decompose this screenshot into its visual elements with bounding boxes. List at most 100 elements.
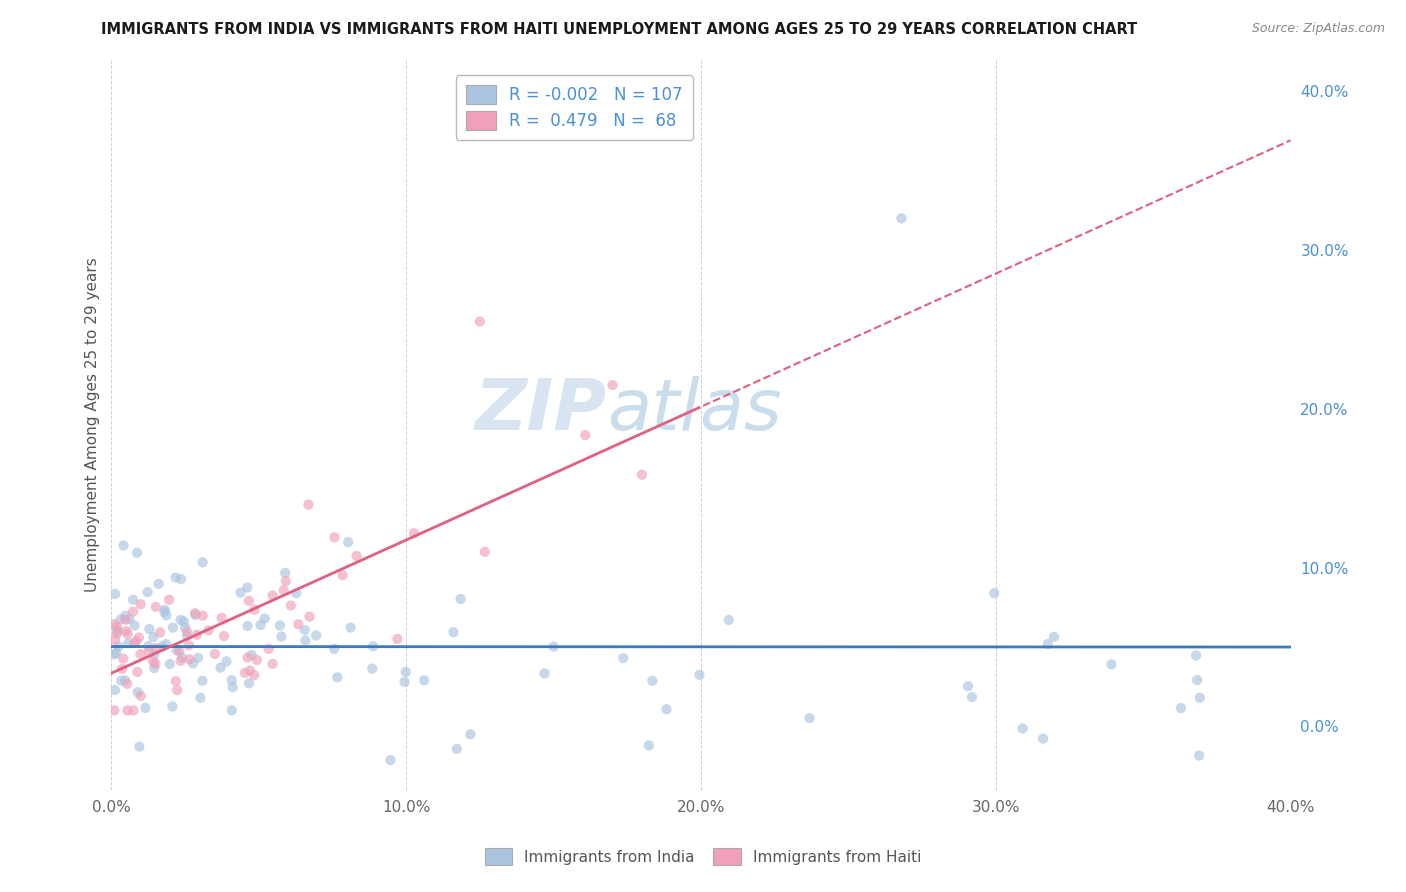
Point xyxy=(173,615,195,629)
Point xyxy=(125,634,148,648)
Point xyxy=(117,636,139,650)
Point xyxy=(172,650,194,665)
Point xyxy=(107,640,129,654)
Point xyxy=(1185,673,1208,687)
Point xyxy=(110,673,132,688)
Point xyxy=(1101,657,1123,672)
Point xyxy=(169,613,191,627)
Point xyxy=(142,630,165,644)
Point xyxy=(145,641,167,656)
Point xyxy=(136,585,159,599)
Point xyxy=(170,572,193,586)
Point xyxy=(236,581,259,595)
Point xyxy=(239,664,262,678)
Point xyxy=(274,574,297,588)
Point xyxy=(637,739,659,753)
Point xyxy=(332,568,354,582)
Point xyxy=(280,599,302,613)
Point xyxy=(1036,637,1059,651)
Point xyxy=(190,690,212,705)
Point xyxy=(215,654,238,668)
Text: Source: ZipAtlas.com: Source: ZipAtlas.com xyxy=(1251,22,1385,36)
Point xyxy=(114,613,136,627)
Point xyxy=(387,632,409,646)
Point xyxy=(152,640,174,654)
Point xyxy=(233,665,256,680)
Point xyxy=(112,538,135,552)
Point xyxy=(612,651,634,665)
Point xyxy=(124,636,146,650)
Point xyxy=(162,699,184,714)
Point xyxy=(298,609,321,624)
Point xyxy=(262,657,284,671)
Point xyxy=(1043,630,1066,644)
Point xyxy=(145,599,167,614)
Point xyxy=(128,631,150,645)
Point xyxy=(105,646,128,660)
Point xyxy=(136,639,159,653)
Point xyxy=(688,668,710,682)
Point xyxy=(285,586,308,600)
Point xyxy=(269,618,291,632)
Point xyxy=(212,629,235,643)
Point xyxy=(236,650,259,665)
Point xyxy=(655,702,678,716)
Point xyxy=(274,566,297,580)
Point xyxy=(305,628,328,642)
Point xyxy=(103,617,125,632)
Point xyxy=(165,571,187,585)
Point xyxy=(394,675,416,690)
Point xyxy=(323,641,346,656)
Point xyxy=(236,619,259,633)
Point xyxy=(176,624,198,639)
Point xyxy=(155,608,177,623)
Point xyxy=(294,623,316,637)
Point xyxy=(138,644,160,658)
Point xyxy=(631,467,654,482)
Point xyxy=(115,677,138,691)
Point xyxy=(404,526,426,541)
Point xyxy=(165,674,187,689)
Point xyxy=(574,428,596,442)
Point xyxy=(129,597,152,611)
Point xyxy=(246,653,269,667)
Point xyxy=(143,661,166,675)
Point xyxy=(111,662,134,676)
Y-axis label: Unemployment Among Ages 25 to 29 years: Unemployment Among Ages 25 to 29 years xyxy=(86,258,100,592)
Point xyxy=(197,624,219,638)
Point xyxy=(104,587,127,601)
Point xyxy=(533,666,555,681)
Point xyxy=(240,648,263,662)
Point xyxy=(105,624,128,639)
Point xyxy=(450,592,472,607)
Point xyxy=(127,685,149,699)
Point xyxy=(983,586,1005,600)
Point xyxy=(149,625,172,640)
Point xyxy=(122,703,145,717)
Point xyxy=(253,611,276,625)
Point xyxy=(166,683,188,698)
Point xyxy=(159,657,181,672)
Point xyxy=(1185,648,1208,663)
Point xyxy=(105,620,128,634)
Point xyxy=(221,673,243,688)
Point xyxy=(890,211,912,226)
Point xyxy=(148,576,170,591)
Point xyxy=(209,660,232,674)
Point xyxy=(543,640,565,654)
Point xyxy=(1188,690,1211,705)
Point xyxy=(138,622,160,636)
Point xyxy=(238,676,260,690)
Point xyxy=(443,625,465,640)
Point xyxy=(222,680,245,694)
Point xyxy=(142,654,165,668)
Point xyxy=(115,624,138,639)
Point xyxy=(380,753,402,767)
Point xyxy=(602,378,624,392)
Point xyxy=(104,632,127,647)
Point xyxy=(112,651,135,665)
Point xyxy=(641,673,664,688)
Point xyxy=(104,683,127,698)
Point xyxy=(105,627,128,641)
Point xyxy=(127,665,149,679)
